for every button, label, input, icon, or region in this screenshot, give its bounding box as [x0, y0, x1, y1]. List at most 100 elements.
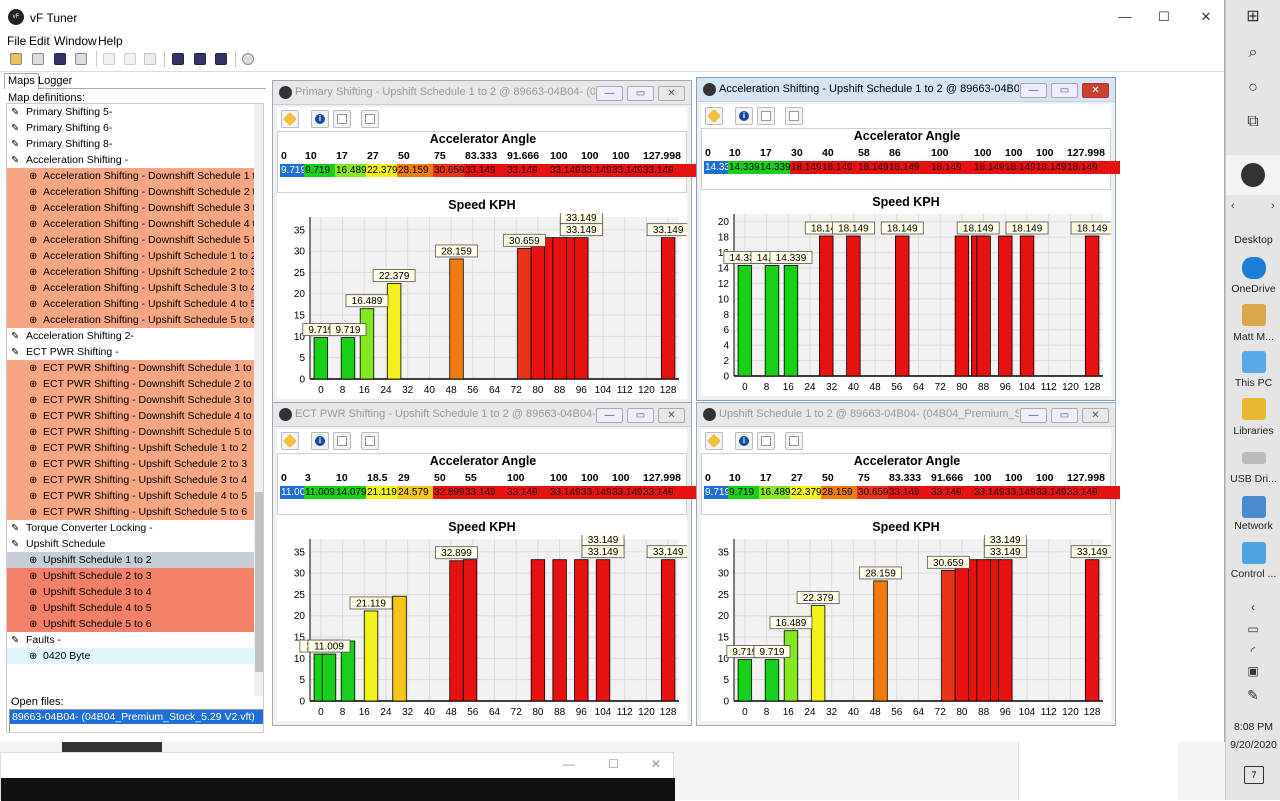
- table-value-cell[interactable]: 14.079: [335, 486, 366, 499]
- tree-item[interactable]: ⊕ ECT PWR Shifting - Upshift Schedule 3 t…: [7, 472, 263, 488]
- table-header-cell[interactable]: 40: [822, 147, 834, 159]
- table-value-cell[interactable]: 33.149: [611, 486, 642, 499]
- table-header-cell[interactable]: 100: [974, 472, 992, 484]
- maximize-icon[interactable]: ☐: [1158, 9, 1170, 24]
- table-value-cell[interactable]: 14.339: [704, 161, 728, 174]
- open-folder-icon[interactable]: [10, 53, 22, 65]
- tree-item[interactable]: ✎ Torque Converter Locking -: [7, 520, 263, 536]
- tree-item[interactable]: ✎ Primary Shifting 8-: [7, 136, 263, 152]
- tab-maps[interactable]: Maps: [4, 73, 39, 89]
- tree-item[interactable]: ⊕ Acceleration Shifting - Downshift Sched…: [7, 200, 263, 216]
- network-icon[interactable]: [1242, 496, 1266, 518]
- table-header-cell[interactable]: 100: [1005, 147, 1023, 159]
- tree-item[interactable]: ✎ Primary Shifting 5-: [7, 104, 263, 120]
- tree-item[interactable]: ⊕ Acceleration Shifting - Upshift Schedul…: [7, 296, 263, 312]
- tree-item[interactable]: ✎ Upshift Schedule: [7, 536, 263, 552]
- table-header-cell[interactable]: 100: [550, 150, 568, 162]
- tree-item[interactable]: ✎ Acceleration Shifting 2-: [7, 328, 263, 344]
- table-value-cell[interactable]: 9.719: [728, 486, 759, 499]
- table-value-cell[interactable]: 18.149: [888, 161, 930, 174]
- wand-icon[interactable]: [705, 107, 723, 125]
- paste-icon[interactable]: [144, 53, 156, 65]
- table-value-cell[interactable]: 22.379: [366, 164, 397, 177]
- page-icon[interactable]: [757, 107, 775, 125]
- tree-scrollbar[interactable]: [254, 104, 263, 696]
- notification-icon[interactable]: 7: [1244, 766, 1264, 784]
- table-value-cell[interactable]: 33.149: [464, 486, 506, 499]
- tile-horizontal-icon[interactable]: [194, 53, 206, 65]
- map-window[interactable]: Primary Shifting - Upshift Schedule 1 to…: [272, 80, 696, 404]
- wand-icon[interactable]: [705, 432, 723, 450]
- user-folder-icon[interactable]: [1242, 304, 1266, 326]
- tree-item[interactable]: ⊕ 0420 Byte: [7, 648, 263, 664]
- tree-item[interactable]: ⊕ Upshift Schedule 5 to 6: [7, 616, 263, 632]
- control-panel-icon[interactable]: [1242, 542, 1266, 564]
- menu-edit[interactable]: Edit: [29, 34, 50, 48]
- desktop-item-libraries[interactable]: Libraries: [1233, 425, 1274, 437]
- page-icon[interactable]: [333, 432, 351, 450]
- tab-logger[interactable]: Logger: [38, 75, 73, 87]
- table-value-cell[interactable]: 16.489: [759, 486, 790, 499]
- tree-item[interactable]: ⊕ ECT PWR Shifting - Upshift Schedule 1 t…: [7, 440, 263, 456]
- pen-icon[interactable]: ✎: [1247, 687, 1259, 703]
- minimize-icon[interactable]: —: [596, 408, 623, 423]
- tree-item[interactable]: ⊕ Acceleration Shifting - Downshift Sched…: [7, 184, 263, 200]
- table-value-cell[interactable]: 9.719: [280, 164, 304, 177]
- table-header-cell[interactable]: 55: [465, 472, 477, 484]
- desktop-item-user[interactable]: Matt M...: [1233, 331, 1274, 343]
- table-header-cell[interactable]: 27: [367, 150, 379, 162]
- desktop-item-this-pc[interactable]: This PC: [1234, 377, 1273, 389]
- page-icon[interactable]: [333, 110, 351, 128]
- table-header-cell[interactable]: 75: [434, 150, 446, 162]
- restore-icon[interactable]: ▭: [1051, 83, 1078, 98]
- table-header-cell[interactable]: 58: [858, 147, 870, 159]
- restore-icon[interactable]: ▭: [1051, 408, 1078, 423]
- desktop-item-desktop[interactable]: Desktop: [1234, 234, 1273, 246]
- table-header-cell[interactable]: 0: [281, 472, 287, 484]
- page-copy-icon[interactable]: [361, 110, 379, 128]
- desktop-item-onedrive[interactable]: OneDrive: [1231, 283, 1276, 295]
- tree-item[interactable]: ⊕ Acceleration Shifting - Upshift Schedul…: [7, 280, 263, 296]
- table-header-cell[interactable]: 75: [858, 472, 870, 484]
- tree-item[interactable]: ⊕ ECT PWR Shifting - Downshift Schedule 4…: [7, 408, 263, 424]
- table-header-cell[interactable]: 50: [434, 472, 446, 484]
- table-value-cell[interactable]: 33.149: [611, 164, 642, 177]
- tree-item[interactable]: ✎ Acceleration Shifting -: [7, 152, 263, 168]
- table-value-cell[interactable]: 33.149: [549, 164, 580, 177]
- table-value-cell[interactable]: 33.149: [1004, 486, 1035, 499]
- tree-item[interactable]: ⊕ ECT PWR Shifting - Downshift Schedule 5…: [7, 424, 263, 440]
- battery-icon[interactable]: ▭: [1247, 622, 1259, 636]
- wand-icon[interactable]: [281, 110, 299, 128]
- menu-window[interactable]: Window: [54, 34, 97, 48]
- tree-item[interactable]: ⊕ Upshift Schedule 4 to 5: [7, 600, 263, 616]
- table-header-cell[interactable]: 100: [931, 147, 949, 159]
- table-header-cell[interactable]: 17: [336, 150, 348, 162]
- table-value-cell[interactable]: 18.149: [1066, 161, 1120, 174]
- minimize-icon[interactable]: —: [1020, 408, 1047, 423]
- table-header-cell[interactable]: 127.998: [643, 472, 681, 484]
- tree-item[interactable]: ✎ Primary Shifting 6-: [7, 120, 263, 136]
- tree-item[interactable]: ⊕ Acceleration Shifting - Upshift Schedul…: [7, 312, 263, 328]
- copy-icon[interactable]: [124, 53, 136, 65]
- wifi-icon[interactable]: ◜: [1250, 644, 1256, 658]
- table-header-cell[interactable]: 10: [729, 472, 741, 484]
- table-header-cell[interactable]: 100: [612, 472, 630, 484]
- task-view-icon[interactable]: ⧉: [1247, 113, 1259, 130]
- open-recent-icon[interactable]: [32, 53, 44, 65]
- desktop-item-control-panel[interactable]: Control ...: [1230, 568, 1277, 580]
- table-value-cell[interactable]: 24.579: [397, 486, 433, 499]
- menu-file[interactable]: File: [7, 34, 27, 48]
- connect-icon[interactable]: [242, 53, 254, 65]
- table-header-cell[interactable]: 100: [507, 472, 525, 484]
- chevron-right-icon[interactable]: ›: [1271, 200, 1275, 212]
- page-copy-icon[interactable]: [785, 432, 803, 450]
- map-window-titlebar[interactable]: Primary Shifting - Upshift Schedule 1 to…: [273, 81, 691, 105]
- table-value-cell[interactable]: 33.149: [464, 164, 506, 177]
- table-header-cell[interactable]: 100: [1036, 472, 1054, 484]
- table-header-cell[interactable]: 10: [729, 147, 741, 159]
- restore-icon[interactable]: ▭: [627, 408, 654, 423]
- table-value-cell[interactable]: 33.149: [888, 486, 930, 499]
- tree-item[interactable]: ⊕ ECT PWR Shifting - Upshift Schedule 2 t…: [7, 456, 263, 472]
- tile-vertical-icon[interactable]: [215, 53, 227, 65]
- table-value-cell[interactable]: 33.149: [580, 486, 611, 499]
